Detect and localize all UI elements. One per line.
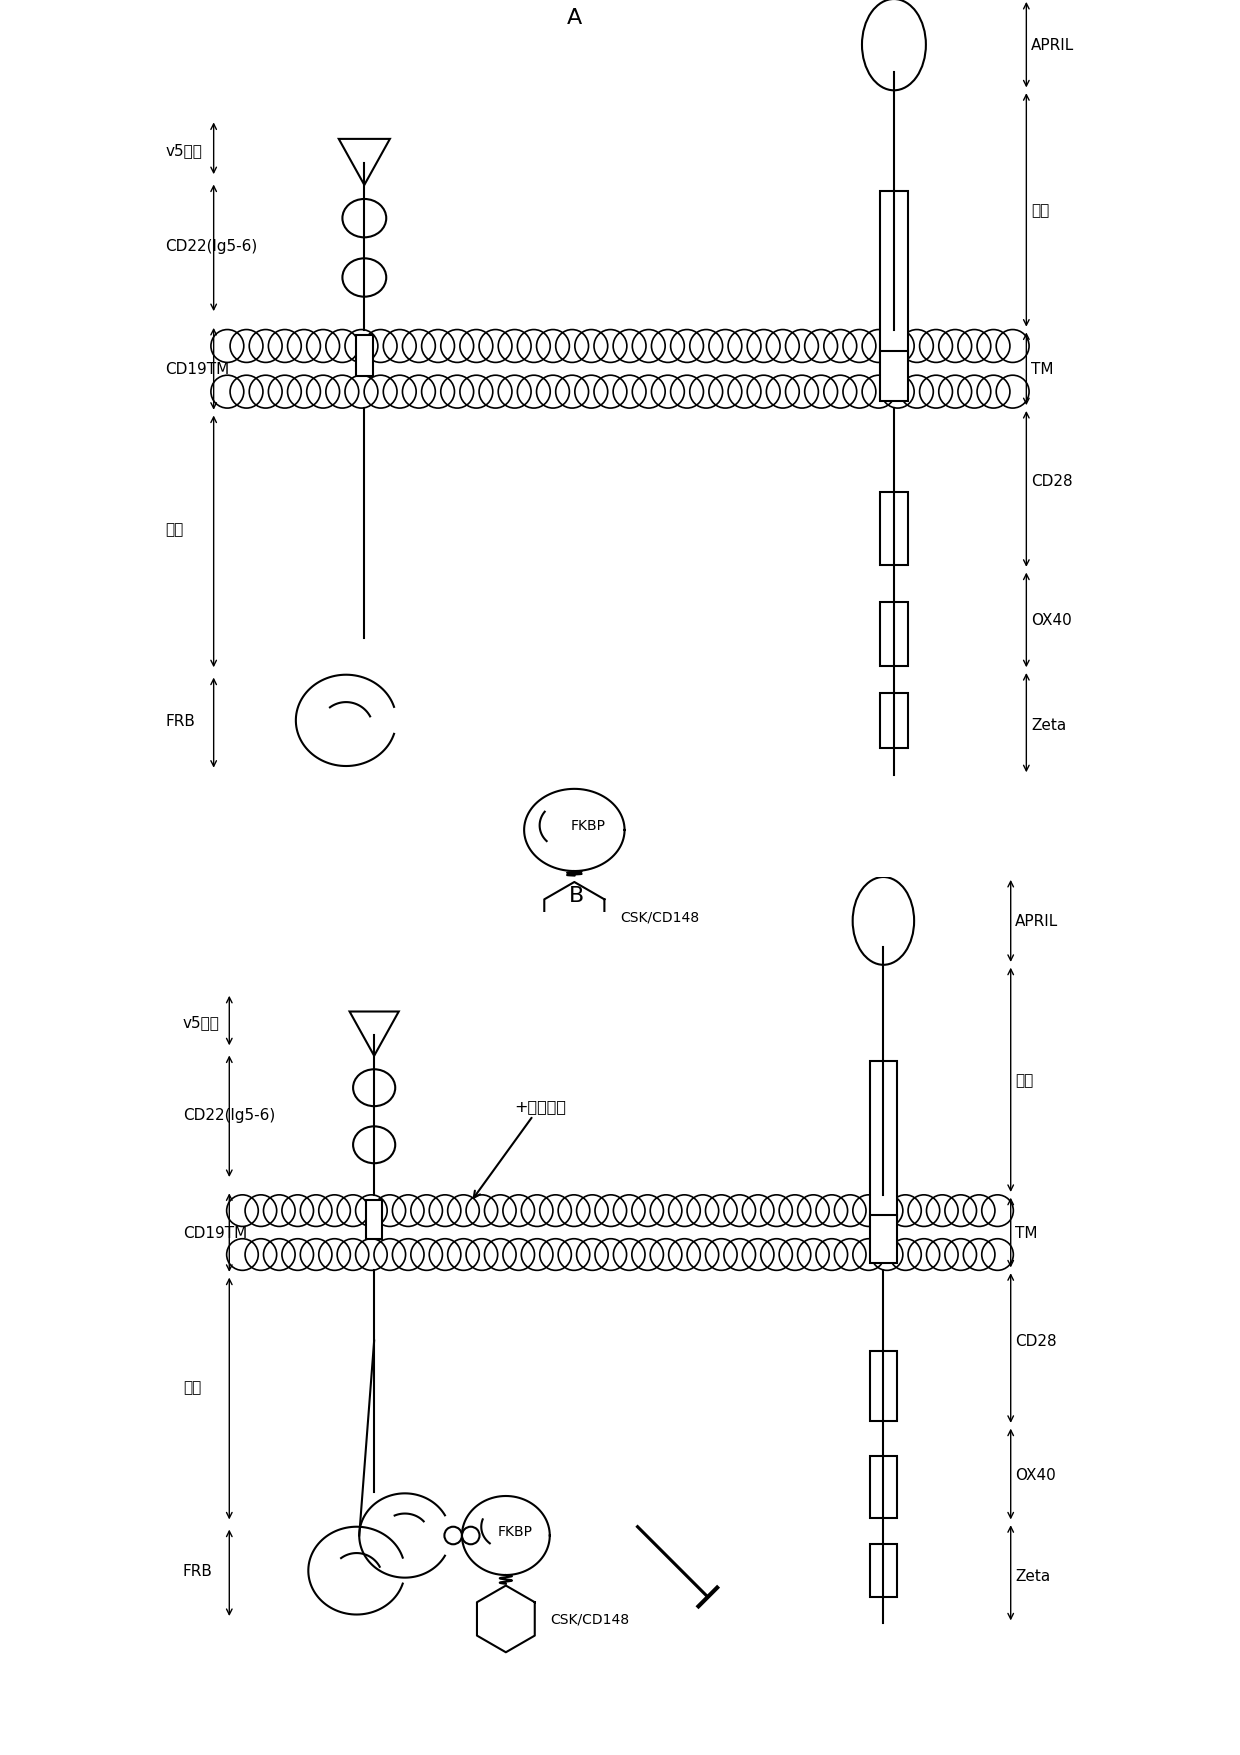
Text: CD28: CD28 (1016, 1332, 1056, 1348)
Text: FKBP: FKBP (570, 820, 605, 834)
Bar (870, 1457, 897, 1518)
Text: A: A (567, 9, 582, 28)
Bar (880, 693, 908, 748)
Text: CD22(lg5-6): CD22(lg5-6) (182, 1107, 275, 1121)
Text: APRIL: APRIL (1030, 39, 1074, 53)
Text: 接头: 接头 (182, 1379, 201, 1393)
Bar (870, 1544, 897, 1597)
Text: CD19TM: CD19TM (165, 362, 229, 377)
Text: FRB: FRB (165, 714, 195, 728)
Bar (880, 351, 908, 402)
Text: CD19TM: CD19TM (182, 1225, 247, 1241)
Text: FRB: FRB (182, 1564, 212, 1578)
Text: FKBP: FKBP (497, 1525, 532, 1537)
Text: OX40: OX40 (1030, 612, 1071, 628)
Text: CD22(lg5-6): CD22(lg5-6) (165, 239, 258, 254)
Text: OX40: OX40 (1016, 1467, 1055, 1481)
Bar (880, 493, 908, 565)
Text: 铰链: 铰链 (1030, 204, 1049, 218)
Bar (356, 335, 372, 376)
Text: APRIL: APRIL (1016, 914, 1059, 928)
Text: +雷帕霉素: +雷帕霉素 (474, 1099, 567, 1199)
Text: TM: TM (1030, 362, 1054, 377)
Bar (366, 1200, 382, 1239)
Text: CD28: CD28 (1030, 474, 1073, 490)
Text: v5标签: v5标签 (165, 144, 202, 158)
Bar (870, 1214, 897, 1264)
Text: v5标签: v5标签 (182, 1014, 219, 1030)
Text: Zeta: Zeta (1016, 1567, 1050, 1583)
Text: CSK/CD148: CSK/CD148 (549, 1613, 629, 1625)
Text: Zeta: Zeta (1030, 718, 1066, 734)
Bar (880, 191, 908, 356)
Text: TM: TM (1016, 1225, 1038, 1241)
Text: CSK/CD148: CSK/CD148 (620, 911, 699, 925)
Bar (870, 1351, 897, 1422)
Text: 接头: 接头 (165, 521, 184, 537)
Text: B: B (568, 885, 584, 906)
Text: 铰链: 铰链 (1016, 1072, 1033, 1088)
Bar (870, 1062, 897, 1220)
Bar (880, 602, 908, 667)
